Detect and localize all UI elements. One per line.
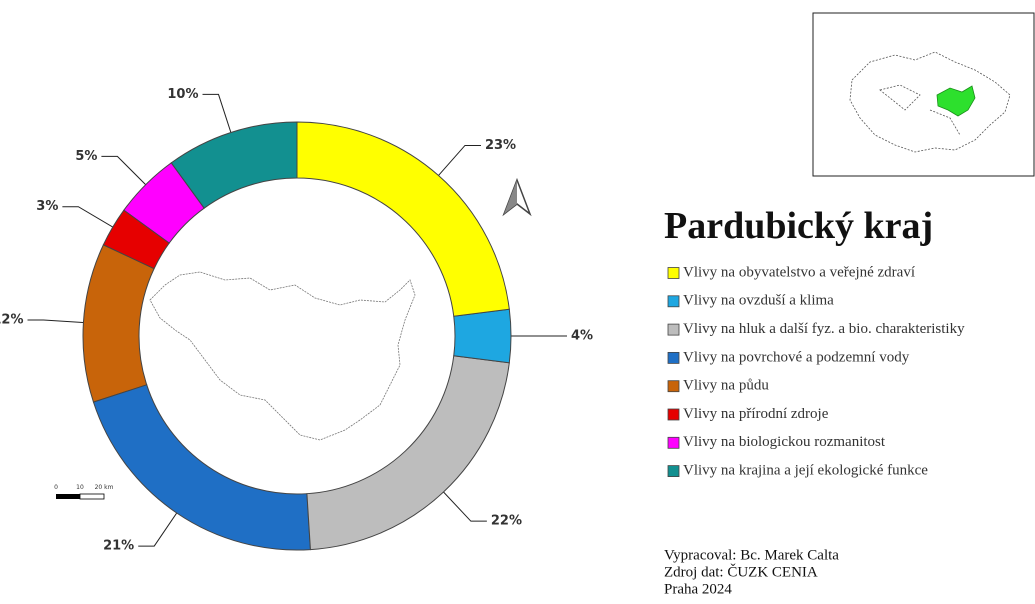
value-label: 23% [485,138,516,153]
scale-bar-black [56,494,80,499]
legend-label: Vlivy na krajina a její ekologické funkc… [683,463,928,479]
donut-segment [102,209,170,270]
value-label: 5% [75,149,97,164]
legend-label: Vlivy na hluk a další fyz. a bio. charak… [683,321,965,337]
donut-segment [123,162,205,244]
region-outline [149,271,416,441]
donut-segment [453,308,512,364]
value-label: 22% [491,514,522,529]
legend-swatch [667,267,680,279]
scale-label: 10 [76,484,84,491]
legend-label: Vlivy na povrchové a podzemní vody [683,349,910,365]
value-label: 12% [0,313,24,328]
credit: Zdroj dat: ČUZK CENIA [664,563,818,580]
north-arrow-half [504,180,517,214]
legend-swatch [667,380,680,393]
donut-segment [306,355,510,551]
legend-swatch [667,351,680,364]
legend-swatch [667,436,680,449]
scale-label: 0 [54,484,58,491]
donut-segment [296,121,510,317]
scale-bar-white [79,493,105,500]
value-label: 21% [103,539,134,554]
legend-label: Vlivy na půdu [683,378,769,394]
scale-label: 20 km [95,484,114,491]
legend-swatch [667,295,680,308]
legend-label: Vlivy na obyvatelstvo a veřejné zdraví [683,264,915,280]
donut-segment [82,244,155,403]
inset-frame [812,12,1035,177]
value-label: 10% [167,87,198,102]
credit: Praha 2024 [664,581,732,597]
value-label: 4% [571,329,593,344]
inset-country [849,51,1011,153]
credit: Vypracoval: Bc. Marek Calta [664,547,839,563]
legend-swatch [667,408,680,421]
title: Pardubický kraj [664,205,933,247]
legend-label: Vlivy na přírodní zdroje [683,406,829,422]
legend-swatch [667,465,680,478]
legend-swatch [667,323,680,336]
legend-label: Vlivy na ovzduší a klima [683,293,834,309]
legend-label: Vlivy na biologickou rozmanitost [683,434,886,450]
donut-segment [92,384,311,551]
value-label: 3% [36,199,58,214]
inset-region [936,85,976,117]
